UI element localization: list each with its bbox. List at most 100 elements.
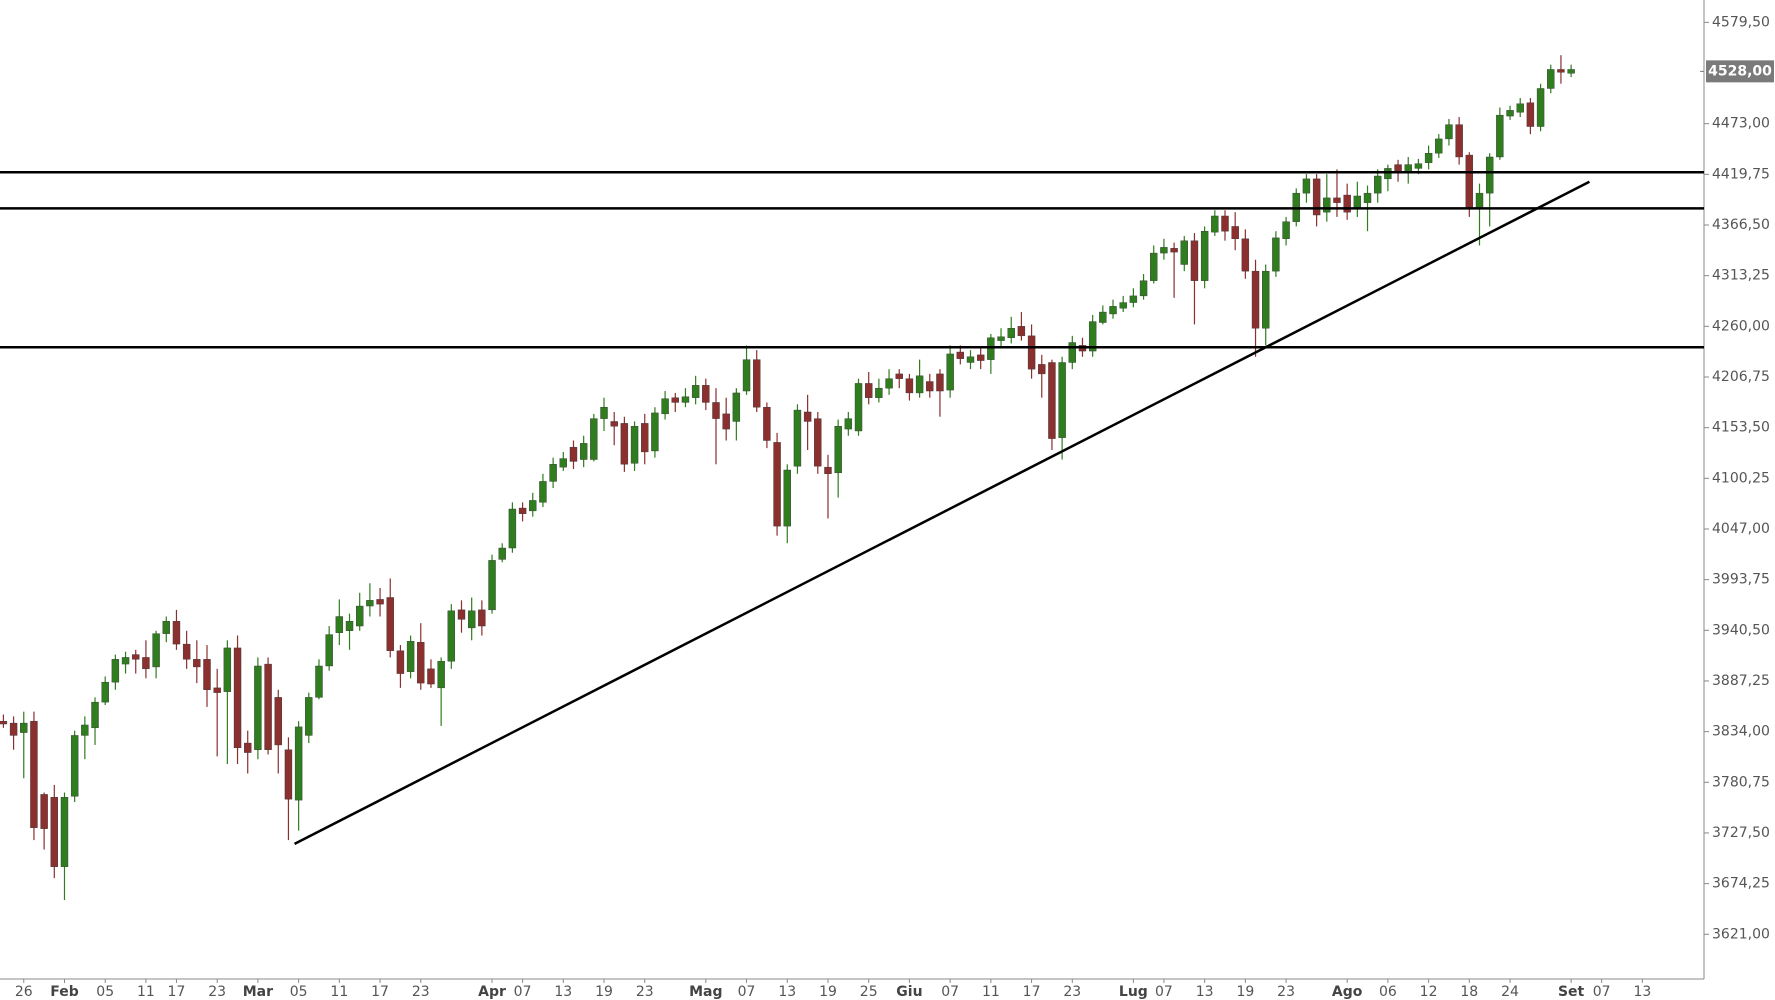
y-tick-label: 3887,25 bbox=[1712, 673, 1770, 689]
candle-body bbox=[345, 621, 354, 631]
y-tick-label: 4579,50 bbox=[1712, 14, 1770, 30]
candle-body bbox=[81, 724, 89, 736]
candle-body bbox=[1129, 295, 1138, 303]
candle-body bbox=[885, 378, 893, 389]
x-tick-label: 07 bbox=[738, 984, 756, 1000]
candle-body bbox=[213, 687, 221, 693]
candle-body bbox=[997, 336, 1005, 341]
x-tick-label: Set bbox=[1558, 984, 1585, 1000]
y-tick-label: 4047,00 bbox=[1712, 521, 1770, 537]
candle-body bbox=[1343, 194, 1351, 213]
candle-body bbox=[1068, 342, 1077, 363]
x-tick-label: Apr bbox=[478, 984, 506, 1000]
candle-body bbox=[142, 657, 150, 670]
x-tick-label: 19 bbox=[595, 984, 613, 1000]
candle-body bbox=[1424, 152, 1433, 163]
candle-body bbox=[254, 665, 262, 750]
x-tick-label: 07 bbox=[1593, 984, 1611, 1000]
y-tick-label: 3940,50 bbox=[1712, 622, 1770, 638]
candle-body bbox=[1465, 154, 1474, 210]
candle-body bbox=[641, 423, 649, 453]
candle-body bbox=[305, 697, 313, 736]
candle-body bbox=[1241, 238, 1250, 272]
candle-body bbox=[549, 464, 557, 482]
candle-body bbox=[50, 797, 58, 867]
x-tick-label: 05 bbox=[96, 984, 114, 1000]
candle-body bbox=[1251, 270, 1260, 329]
candle-body bbox=[1272, 237, 1280, 272]
candle-body bbox=[987, 337, 995, 360]
x-tick-label: 17 bbox=[1023, 984, 1041, 1000]
candle-body bbox=[335, 616, 344, 633]
x-tick-label: 23 bbox=[412, 984, 430, 1000]
y-tick-label: 4473,00 bbox=[1712, 116, 1770, 132]
y-tick-label: 4206,75 bbox=[1712, 369, 1770, 385]
candle-body bbox=[559, 458, 567, 468]
candle-body bbox=[30, 720, 38, 828]
candle-body bbox=[406, 641, 415, 672]
candle-body bbox=[936, 373, 944, 392]
candle-body bbox=[447, 610, 456, 662]
candle-body bbox=[946, 353, 954, 391]
x-tick-label: 07 bbox=[941, 984, 959, 1000]
x-tick-label: Giu bbox=[896, 984, 922, 1000]
candle-body bbox=[162, 621, 170, 634]
candle-body bbox=[417, 642, 425, 684]
y-tick-label: 3621,00 bbox=[1712, 926, 1770, 942]
x-tick-label: 23 bbox=[1063, 984, 1081, 1000]
candle-body bbox=[1455, 124, 1463, 158]
candle-body bbox=[132, 654, 140, 660]
candle-body bbox=[1282, 221, 1290, 240]
y-tick-label: 4419,75 bbox=[1712, 166, 1770, 182]
candle-body bbox=[294, 726, 303, 801]
candle-body bbox=[590, 418, 598, 460]
candle-body bbox=[1373, 175, 1382, 194]
candle-body bbox=[1333, 197, 1341, 203]
candle-body bbox=[702, 385, 710, 403]
candle-body bbox=[457, 609, 466, 620]
candle-body bbox=[91, 701, 99, 729]
y-tick-label: 4313,25 bbox=[1712, 268, 1770, 284]
candle-body bbox=[478, 609, 486, 627]
candle-body bbox=[1526, 102, 1535, 127]
x-tick-label: 12 bbox=[1420, 984, 1438, 1000]
candle-body bbox=[467, 610, 476, 629]
candle-body bbox=[722, 413, 730, 430]
candle-body bbox=[1312, 178, 1321, 216]
candle-body bbox=[1027, 335, 1036, 370]
candle-body bbox=[264, 663, 272, 750]
candle-body bbox=[1180, 240, 1188, 265]
candle-body bbox=[681, 396, 690, 403]
candle-body bbox=[386, 597, 394, 651]
candle-body bbox=[905, 378, 914, 394]
candle-body bbox=[1190, 240, 1199, 281]
candle-body bbox=[814, 418, 822, 467]
y-tick-label: 4366,50 bbox=[1712, 217, 1770, 233]
candle-body bbox=[712, 402, 720, 419]
x-tick-label: 13 bbox=[554, 984, 572, 1000]
candle-body bbox=[1435, 138, 1443, 154]
candle-body bbox=[1038, 364, 1046, 375]
candle-body bbox=[1150, 252, 1158, 281]
candle-body bbox=[427, 668, 435, 685]
x-tick-label: 18 bbox=[1460, 984, 1478, 1000]
candle-body bbox=[1557, 69, 1565, 73]
candle-body bbox=[915, 375, 924, 394]
candle-body bbox=[1088, 321, 1097, 352]
candle-body bbox=[1547, 69, 1555, 89]
candle-body bbox=[651, 412, 659, 452]
y-tick-label: 3993,75 bbox=[1712, 572, 1770, 588]
x-tick-label: 19 bbox=[819, 984, 837, 1000]
x-tick-label: 13 bbox=[1633, 984, 1651, 1000]
candle-body bbox=[1109, 306, 1117, 315]
candle-body bbox=[1363, 192, 1372, 203]
candle-body bbox=[366, 600, 374, 607]
trend-line bbox=[293, 180, 1591, 846]
candle-body bbox=[1262, 270, 1270, 329]
candle-body bbox=[1414, 163, 1423, 169]
candle-body bbox=[763, 407, 771, 441]
candle-body bbox=[508, 508, 517, 549]
x-tick-label: 23 bbox=[1277, 984, 1295, 1000]
x-tick-label: 24 bbox=[1501, 984, 1519, 1000]
